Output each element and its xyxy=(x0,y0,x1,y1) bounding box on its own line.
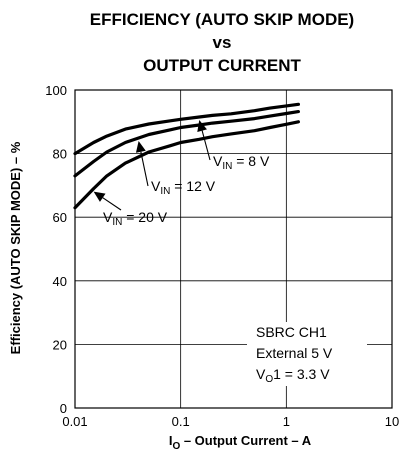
annotation-arrows xyxy=(93,120,211,211)
chart-title-line-2: vs xyxy=(213,33,232,52)
arrow-head-1 xyxy=(135,140,146,153)
arrow-head-2 xyxy=(93,191,106,202)
plot-frame xyxy=(74,89,393,409)
series-label-vin-12: VIN = 12 V xyxy=(151,178,216,197)
series-label-vin-20: VIN = 20 V xyxy=(103,209,168,228)
arrow-leader-1 xyxy=(140,151,149,187)
series-line-2 xyxy=(73,120,300,210)
y-tick-label: 60 xyxy=(53,210,67,225)
conditions-line-1: SBRC CH1 xyxy=(256,324,327,340)
y-tick-label: 100 xyxy=(45,83,67,98)
conditions-box xyxy=(247,322,367,386)
y-tick-label: 80 xyxy=(53,147,67,162)
series-lines xyxy=(73,102,300,210)
arrow-head-0 xyxy=(197,120,207,132)
chart-title-line-1: EFFICIENCY (AUTO SKIP MODE) xyxy=(90,10,354,29)
x-axis-label: IO – Output Current – A xyxy=(169,433,312,452)
conditions-line-2: External 5 V xyxy=(256,345,333,361)
y-tick-label: 0 xyxy=(60,401,67,416)
y-tick-label: 20 xyxy=(53,337,67,352)
arrow-leader-2 xyxy=(102,197,122,211)
series-line-0 xyxy=(73,102,300,156)
chart-title-line-3: OUTPUT CURRENT xyxy=(143,56,301,75)
y-axis-label: Efficiency (AUTO SKIP MODE) – % xyxy=(8,141,23,354)
x-tick-label: 1 xyxy=(283,414,290,429)
conditions-line-3: VO1 = 3.3 V xyxy=(256,366,330,385)
x-tick-label: 10 xyxy=(385,414,399,429)
x-tick-label: 0.01 xyxy=(62,414,87,429)
arrow-leader-0 xyxy=(201,130,211,161)
y-tick-labels: 0 20 40 60 80 100 xyxy=(45,83,67,416)
series-label-vin-8: VIN = 8 V xyxy=(213,153,270,172)
series-line-1 xyxy=(73,110,300,178)
x-tick-labels: 0.01 0.1 1 10 xyxy=(62,414,399,429)
y-tick-label: 40 xyxy=(53,274,67,289)
x-tick-label: 0.1 xyxy=(172,414,190,429)
